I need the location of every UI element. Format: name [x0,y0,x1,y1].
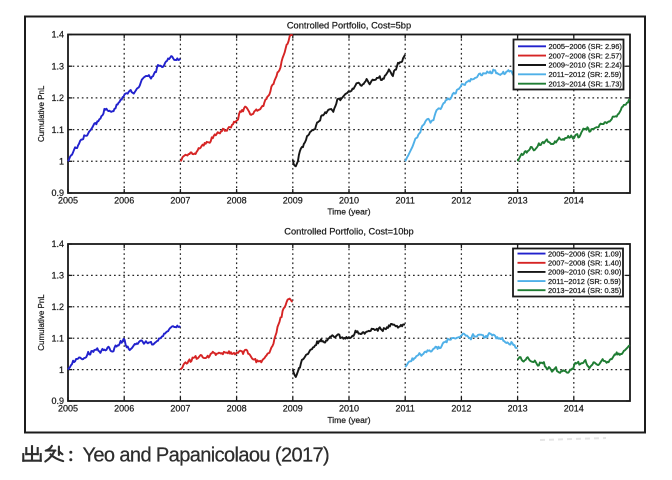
svg-text:2009: 2009 [283,196,303,206]
svg-text:2005~2006 (SR: 1.09): 2005~2006 (SR: 1.09) [548,249,622,258]
svg-text:2008: 2008 [227,196,247,206]
svg-text:2010: 2010 [339,404,359,414]
svg-text:0.9: 0.9 [51,396,64,406]
svg-text:2009: 2009 [283,404,303,414]
svg-text:1: 1 [59,365,64,375]
svg-text:2009~2010 (SR: 0.90): 2009~2010 (SR: 0.90) [548,268,622,277]
svg-text:2012: 2012 [451,404,471,414]
svg-text:2011: 2011 [396,196,415,206]
svg-text:2011~2012 (SR: 0.59): 2011~2012 (SR: 0.59) [548,277,621,286]
svg-text:2007~2008 (SR: 1.40): 2007~2008 (SR: 1.40) [548,258,622,267]
svg-text:2013~2014 (SR: 0.35): 2013~2014 (SR: 0.35) [548,286,622,295]
svg-text:1.4: 1.4 [51,239,64,249]
svg-text:2013: 2013 [508,196,528,206]
svg-text:2007~2008 (SR: 2.57): 2007~2008 (SR: 2.57) [549,51,623,60]
svg-text:1: 1 [59,157,64,167]
svg-text:2005~2006 (SR: 2.96): 2005~2006 (SR: 2.96) [549,42,623,51]
svg-text:Cumulative PnL: Cumulative PnL [37,294,46,351]
svg-text:2005: 2005 [58,404,78,414]
svg-text:Cumulative PnL: Cumulative PnL [37,85,46,142]
svg-text:2010: 2010 [339,196,359,206]
svg-text:1.4: 1.4 [51,30,64,40]
svg-text:2007: 2007 [170,404,190,414]
svg-text:1.3: 1.3 [51,271,64,281]
svg-text:Controlled Portfolio, Cost=10b: Controlled Portfolio, Cost=10bp [284,227,413,237]
svg-text:2008: 2008 [227,404,247,414]
svg-text:0.9: 0.9 [51,188,64,198]
svg-text:2006: 2006 [114,196,134,206]
svg-text:Time (year): Time (year) [327,415,370,425]
svg-text:2011~2012 (SR: 2.59): 2011~2012 (SR: 2.59) [549,70,622,79]
svg-text:2007: 2007 [170,196,190,206]
svg-text:2009~2010 (SR: 2.24): 2009~2010 (SR: 2.24) [549,61,623,70]
svg-text:2013~2014 (SR: 1.73): 2013~2014 (SR: 1.73) [549,79,623,88]
svg-text:2012: 2012 [451,196,471,206]
svg-text:2006: 2006 [114,404,134,414]
svg-text:Time (year): Time (year) [327,207,370,217]
svg-text:Yeo and Papanicolaou (2017): Yeo and Papanicolaou (2017) [83,445,330,467]
svg-text:1.2: 1.2 [51,93,64,103]
svg-text:1.1: 1.1 [51,333,64,343]
svg-text:2011: 2011 [396,404,415,414]
svg-text:2013: 2013 [508,404,528,414]
svg-text:2014: 2014 [564,196,584,206]
svg-text:2005: 2005 [58,196,78,206]
svg-text:1.2: 1.2 [51,302,64,312]
svg-text:2014: 2014 [564,404,584,414]
svg-text:1.3: 1.3 [51,61,64,71]
svg-text:Controlled Portfolio, Cost=5bp: Controlled Portfolio, Cost=5bp [287,21,411,31]
svg-text:1.1: 1.1 [51,125,64,135]
